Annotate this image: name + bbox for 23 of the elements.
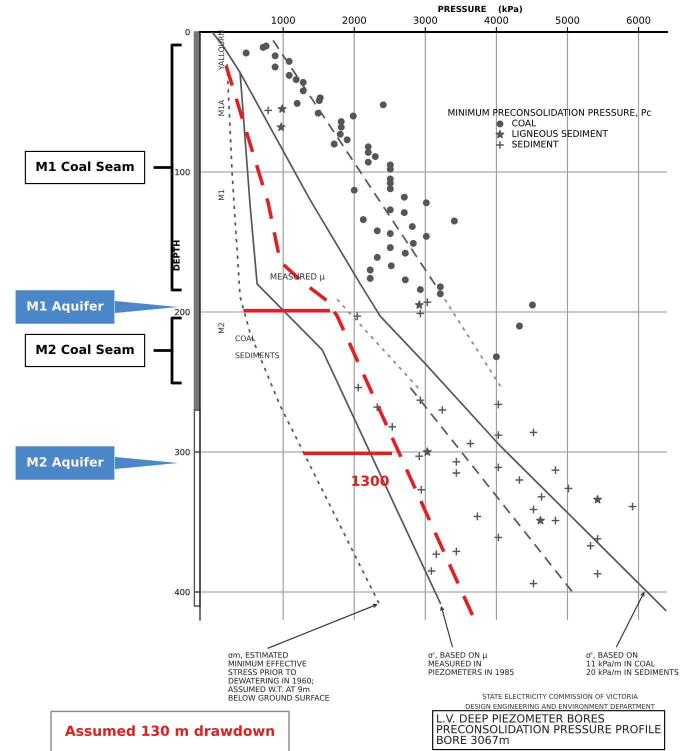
x-tick-label: 3000: [414, 16, 438, 24]
x-axis-title: PRESSURE (kPa): [438, 6, 522, 14]
legend-label: COAL: [512, 120, 536, 126]
legend-label: LIGNEOUS SEDIMENT: [512, 130, 608, 137]
x-tick-label: 4000: [484, 16, 508, 24]
x-tick-label: 5000: [556, 16, 580, 24]
legend-label: SEDIMENT: [512, 140, 559, 148]
y-tick-label: 100: [175, 168, 190, 176]
y-tick-label: 300: [175, 448, 190, 456]
x-tick-label: 6000: [626, 16, 650, 24]
x-tick-label: 2000: [342, 16, 366, 24]
y-tick-label: 200: [174, 308, 190, 316]
legend-title: MINIMUM PRECONSOLIDATION PRESSURE, Pc: [448, 109, 651, 117]
y-axis-title: DEPTH: [174, 240, 180, 270]
y-tick-label: 400: [174, 588, 190, 596]
text: M1 Coal Seam: [36, 161, 134, 172]
text: M2 Aquifer: [27, 456, 104, 470]
text: L.V. DEEP PIEZOMETER BORES PRECONSOLIDATION PRESSURE PROFILE BORE 3067m: [437, 714, 661, 744]
x-tick-label: 1000: [272, 16, 295, 24]
y-tick-label: 0: [186, 28, 190, 36]
text: Assumed 130 m drawdown: [64, 725, 274, 736]
text: M2 Coal Seam: [36, 344, 134, 354]
text: M1 Aquifer: [27, 300, 104, 314]
